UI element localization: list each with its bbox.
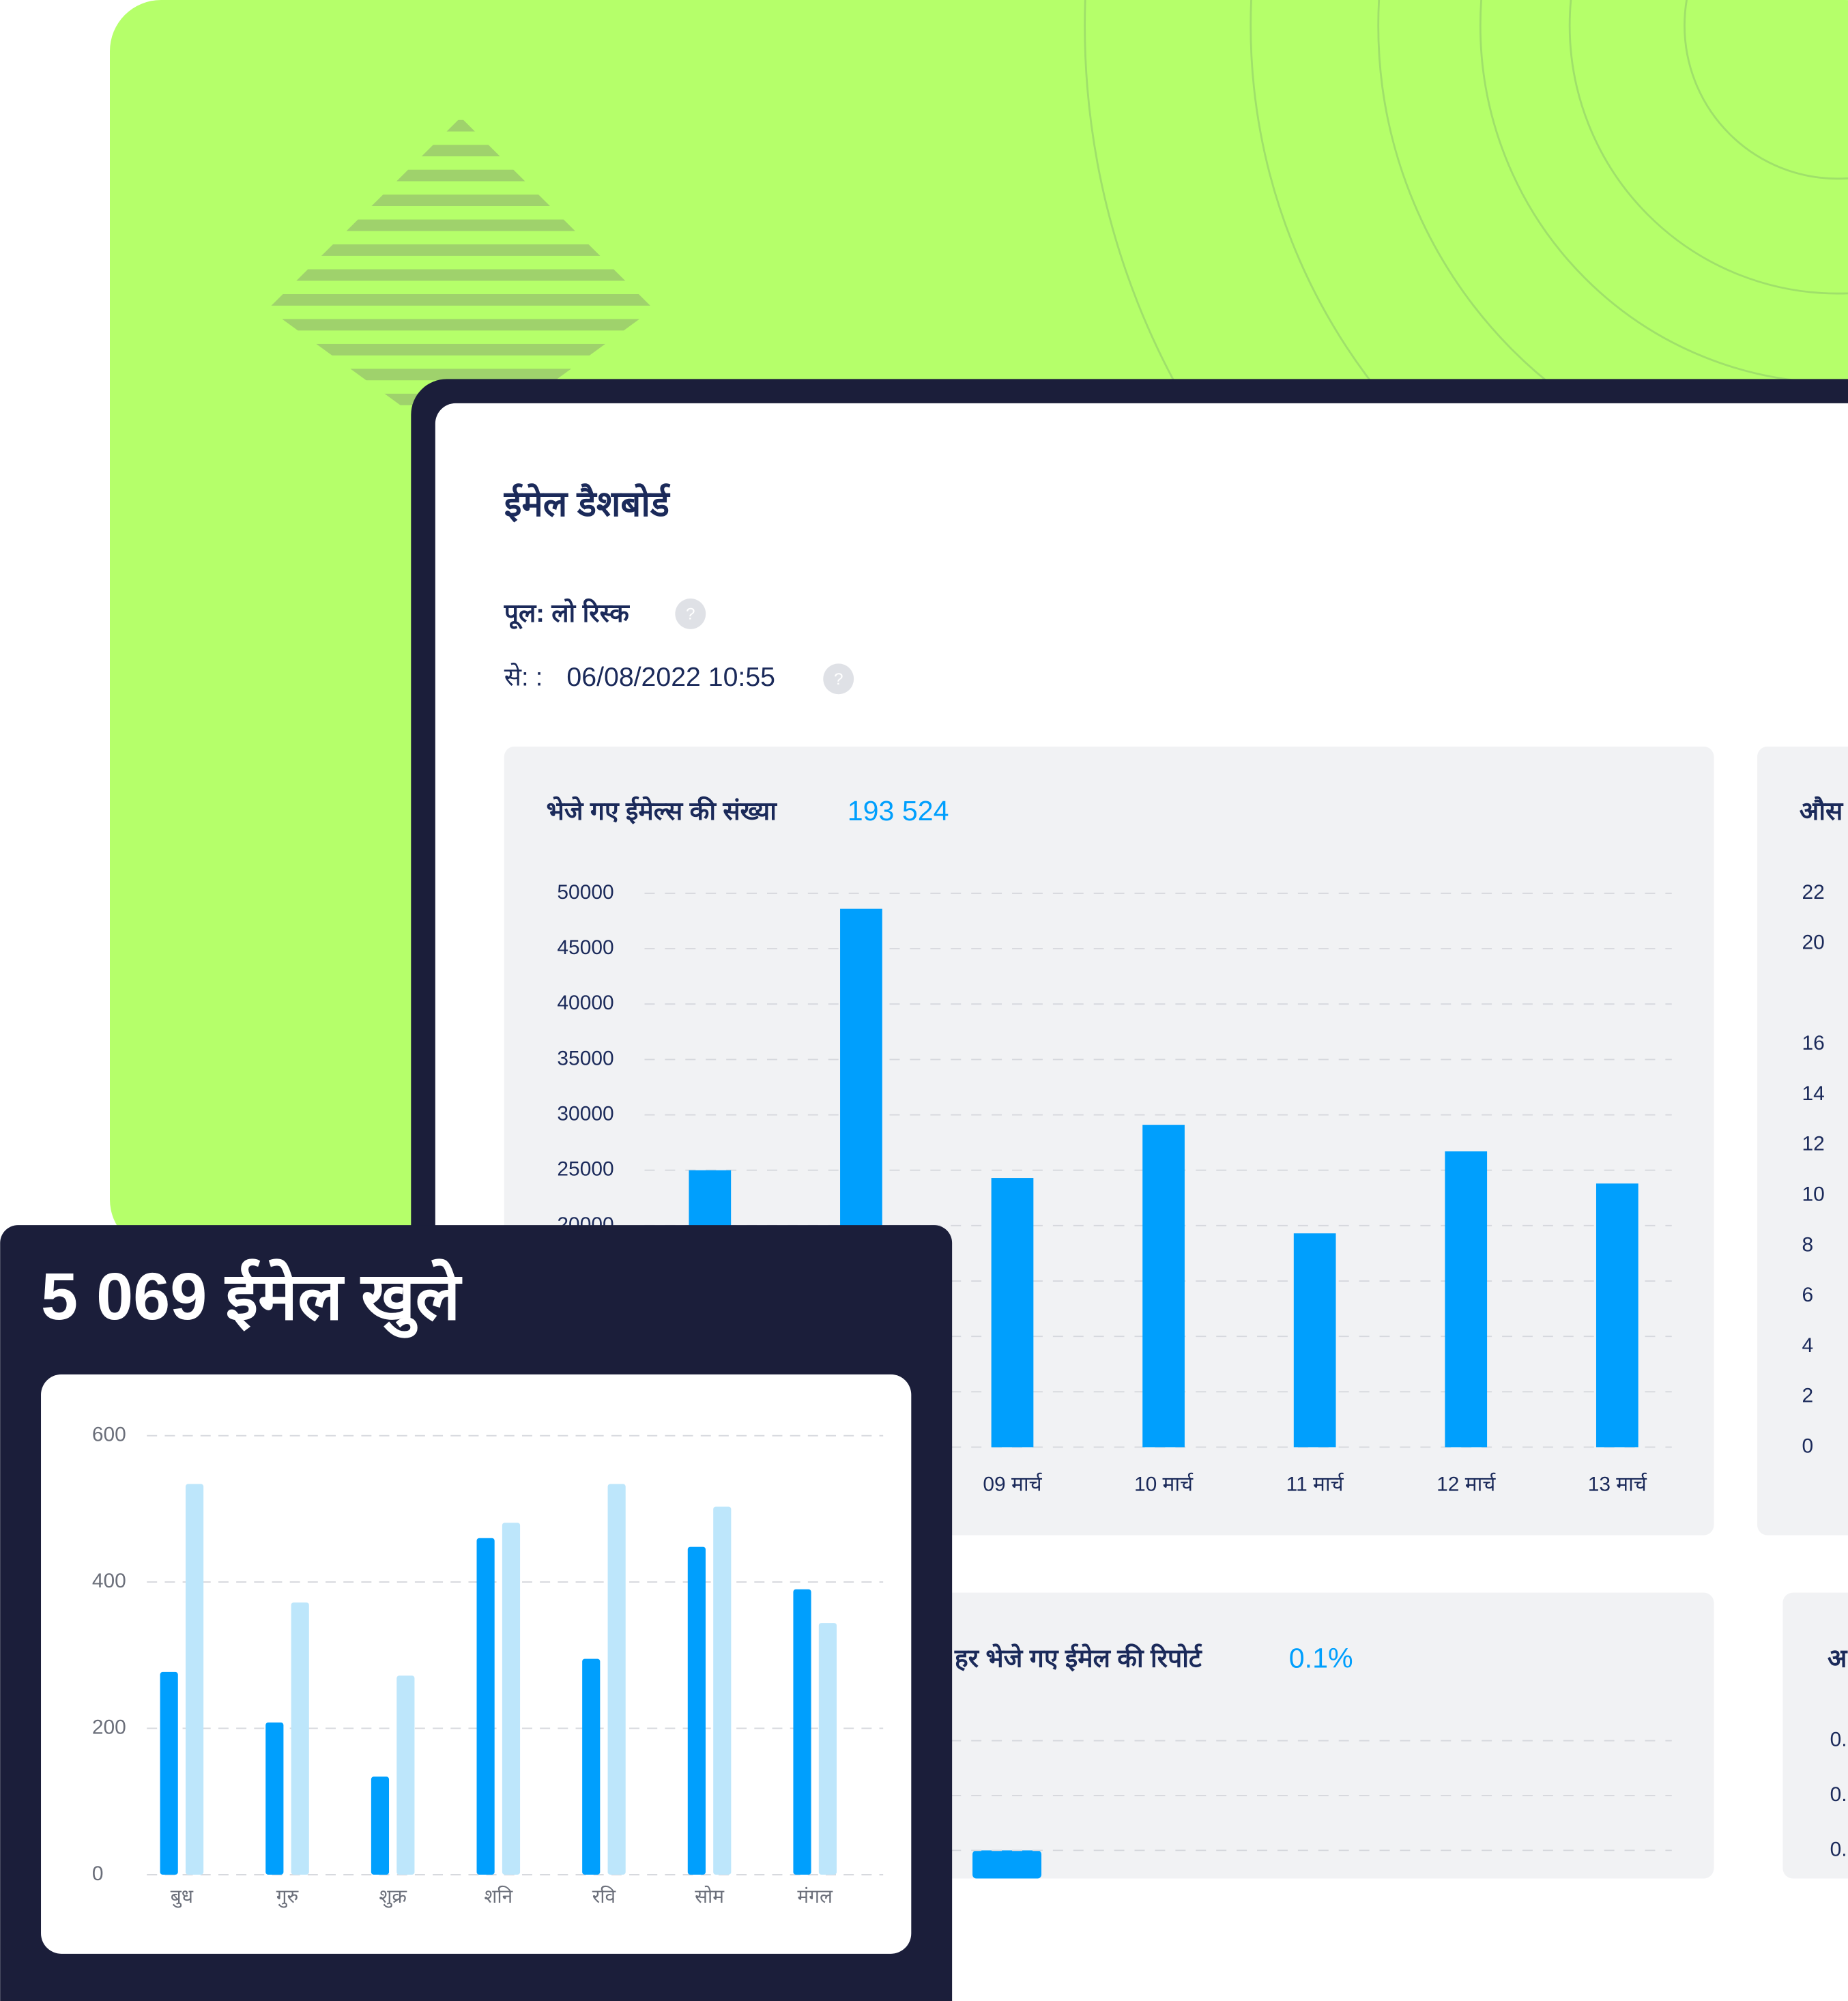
- bar: [1445, 1151, 1488, 1448]
- panel: [1782, 1592, 1848, 1879]
- bar: [160, 1671, 178, 1875]
- card-title: 5 069 ईमेल खुले: [41, 1258, 463, 1338]
- stripe: [268, 244, 654, 256]
- stripe: [268, 294, 654, 306]
- bar: [1142, 1125, 1185, 1448]
- y-tick-label: 600: [92, 1424, 126, 1446]
- x-tick-label: मंगल: [797, 1886, 833, 1907]
- y-tick-label: 0: [92, 1862, 104, 1885]
- help-icon[interactable]: [675, 598, 706, 629]
- chart-title: औस: [1800, 796, 1844, 825]
- panel: [766, 1592, 1714, 1879]
- panel: [1757, 746, 1848, 1536]
- bar: [1293, 1233, 1336, 1448]
- bar: [265, 1722, 284, 1875]
- x-tick-label: शुक्र: [379, 1886, 407, 1908]
- y-tick-label: 0.: [1830, 1838, 1847, 1860]
- bar: [476, 1538, 495, 1875]
- bar: [793, 1589, 811, 1875]
- chart-title: भेजे गए ईमेल्स की संख्या: [547, 796, 778, 825]
- bar: [291, 1602, 309, 1875]
- bar: [991, 1178, 1034, 1448]
- x-tick-label: 11 मार्च: [1286, 1472, 1344, 1495]
- help-icon-glyph: ?: [834, 670, 843, 689]
- y-tick-label: 20: [1802, 932, 1824, 954]
- chart-total: 0.1%: [1289, 1643, 1353, 1674]
- x-tick-label: 13 मार्च: [1588, 1472, 1647, 1495]
- y-tick-label: 35000: [557, 1047, 613, 1069]
- x-tick-label: गुरु: [276, 1886, 300, 1908]
- bar: [396, 1675, 415, 1875]
- y-tick-label: 0.: [1830, 1783, 1847, 1806]
- partial-bar: [972, 1850, 1042, 1879]
- y-tick-label: 16: [1802, 1032, 1824, 1054]
- y-tick-label: 2: [1802, 1385, 1813, 1407]
- y-tick-label: 4: [1802, 1334, 1813, 1357]
- bar: [185, 1484, 204, 1875]
- x-tick-label: 10 मार्च: [1134, 1472, 1194, 1495]
- x-tick-label: सोम: [695, 1885, 725, 1907]
- bar: [1596, 1183, 1638, 1448]
- x-tick-label: 09 मार्च: [983, 1472, 1042, 1495]
- stripe: [268, 369, 654, 381]
- y-tick-label: 30000: [557, 1102, 613, 1125]
- chart-title: अ: [1828, 1644, 1848, 1673]
- dashboard-title: ईमेल डैशबोर्ड: [504, 483, 671, 524]
- bar: [502, 1523, 521, 1875]
- y-tick-label: 400: [92, 1570, 126, 1592]
- bar: [687, 1546, 706, 1875]
- y-tick-label: 10: [1802, 1183, 1824, 1205]
- help-icon-glyph: ?: [686, 605, 695, 624]
- stripe: [268, 269, 654, 281]
- x-tick-label: 12 मार्च: [1436, 1472, 1496, 1495]
- x-tick-label: शनि: [484, 1885, 512, 1907]
- stripe: [268, 219, 654, 231]
- chart-total: 193 524: [848, 795, 949, 826]
- stripe: [268, 319, 654, 331]
- stripe: [268, 343, 654, 356]
- chart-title: हर भेजे गए ईमेल की रिपोर्ट: [954, 1643, 1202, 1673]
- bar: [713, 1506, 732, 1875]
- bar: [607, 1484, 626, 1875]
- y-tick-label: 25000: [557, 1158, 613, 1181]
- y-tick-label: 50000: [557, 881, 613, 904]
- since-label: से: :: [504, 663, 543, 691]
- y-tick-label: 200: [92, 1716, 126, 1738]
- help-icon[interactable]: [823, 663, 854, 695]
- y-tick-label: 14: [1802, 1082, 1824, 1105]
- x-tick-label: रवि: [592, 1885, 616, 1907]
- bar: [371, 1776, 390, 1875]
- y-tick-label: 0: [1802, 1435, 1813, 1457]
- pool-label: पूल: लो रिस्क: [504, 598, 630, 630]
- bar: [582, 1658, 601, 1875]
- y-tick-label: 40000: [557, 992, 613, 1014]
- y-tick-label: 22: [1802, 881, 1824, 904]
- y-tick-label: 45000: [557, 936, 613, 959]
- y-tick-label: 0.: [1830, 1728, 1847, 1751]
- y-tick-label: 8: [1802, 1233, 1813, 1256]
- bar: [818, 1623, 837, 1875]
- y-tick-label: 6: [1802, 1284, 1813, 1306]
- y-tick-label: 12: [1802, 1133, 1824, 1155]
- x-tick-label: बुध: [171, 1886, 194, 1908]
- since-date: 06/08/2022 10:55: [566, 662, 775, 692]
